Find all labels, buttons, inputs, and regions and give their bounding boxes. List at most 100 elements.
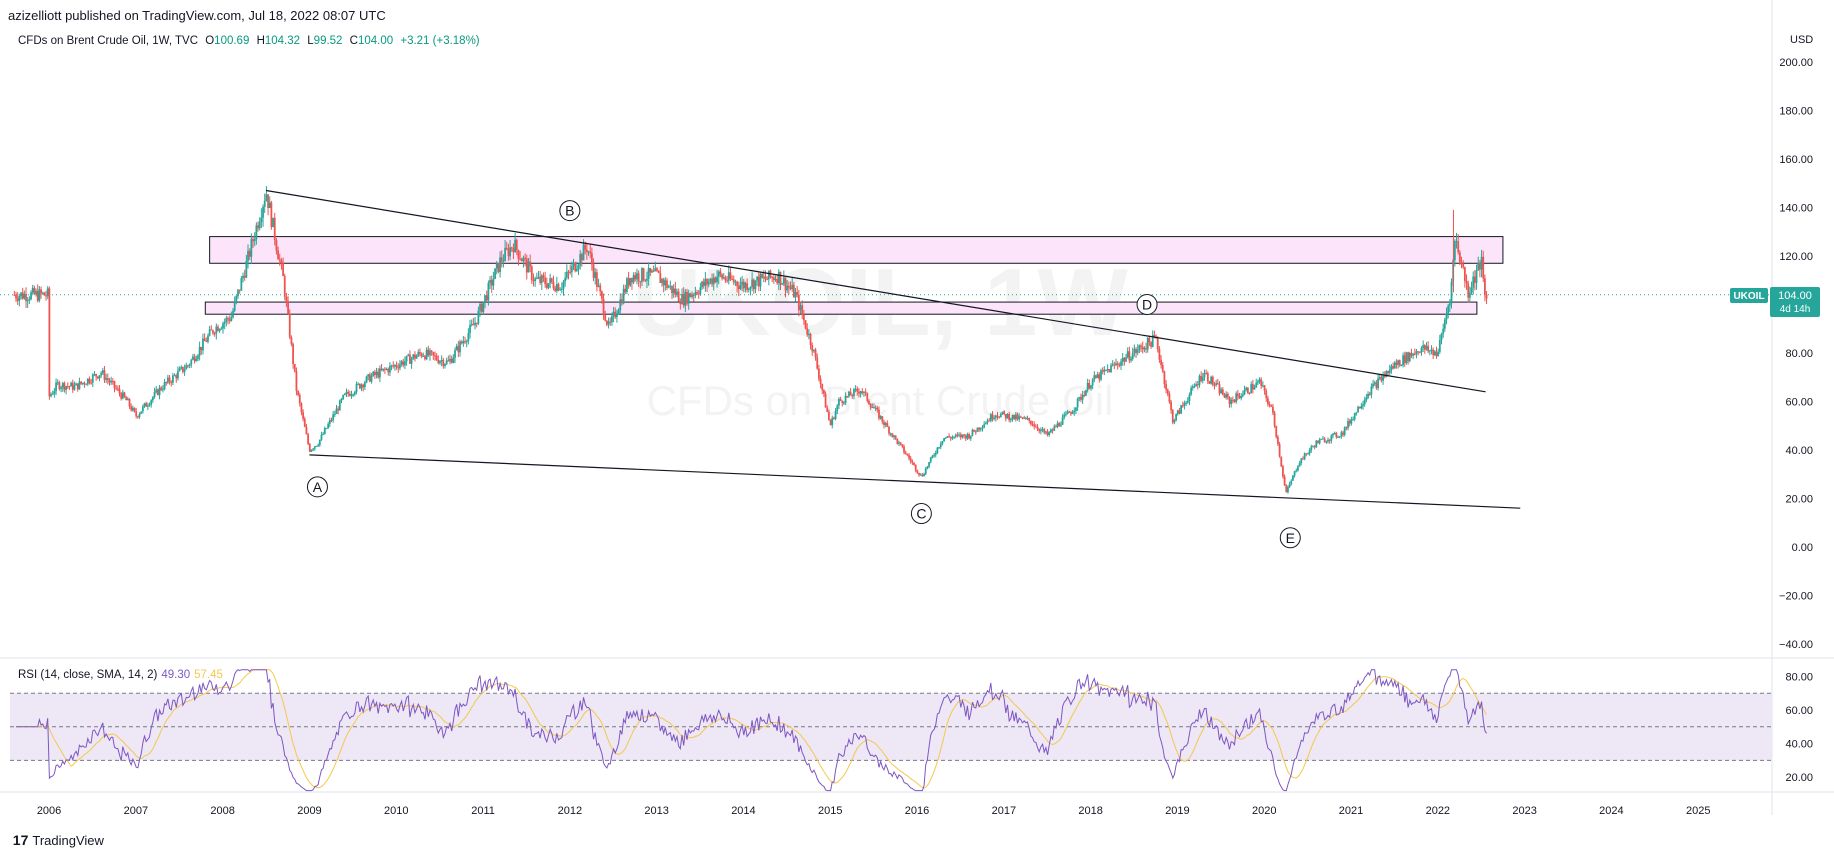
candle-body: [559, 289, 562, 291]
candle-body: [1023, 417, 1026, 419]
time-axis[interactable]: 2006 2007 2008 2009 2010 2011 2012 2013 2014 2015…: [37, 805, 1711, 817]
candle-body: [612, 311, 615, 316]
candle-body: [684, 291, 687, 306]
candle-body: [278, 259, 281, 261]
candle-body: [574, 262, 577, 271]
candle-body: [1297, 466, 1299, 471]
candle-body: [372, 371, 375, 376]
candle-body: [1408, 353, 1411, 362]
candle-body: [195, 358, 198, 362]
candle-body: [969, 435, 972, 439]
price-tag: UKOIL 104.00 4d 14h: [1730, 287, 1820, 317]
candle-body: [275, 240, 278, 251]
candle-body: [1303, 453, 1306, 460]
candle-body: [1024, 417, 1027, 419]
candle-body: [260, 217, 263, 223]
time-tick-label: 2019: [1165, 805, 1189, 817]
candle-body: [318, 439, 321, 446]
candle-body: [80, 381, 83, 384]
price-axis[interactable]: 200.00180.00160.00140.00120.00100.0080.0…: [1779, 57, 1813, 651]
candle-body: [1403, 355, 1406, 364]
upper-trendline: [265, 189, 1486, 393]
candle-body: [389, 365, 391, 373]
candle-body: [607, 321, 610, 325]
candle-body: [891, 433, 894, 438]
candle-body: [51, 393, 54, 395]
candle-body: [337, 408, 340, 411]
candle-body: [494, 268, 496, 279]
candle-body: [1365, 397, 1368, 400]
symbol-legend[interactable]: CFDs on Brent Crude Oil, 1W, TVC O100.69…: [18, 35, 480, 47]
wave-label-a: A: [306, 476, 328, 498]
candle-body: [592, 264, 595, 278]
candle-body: [966, 434, 969, 439]
wave-text: D: [1142, 297, 1152, 313]
candle-body: [924, 468, 927, 475]
candle-body: [946, 436, 949, 438]
candle-body: [507, 248, 510, 257]
footer-brand[interactable]: 17 TradingView: [10, 832, 104, 848]
candle-body: [455, 346, 458, 351]
candle-body: [732, 279, 735, 283]
candle-body: [1006, 414, 1009, 419]
candle-body: [1210, 376, 1213, 384]
candle-body: [1413, 353, 1416, 355]
candle-body: [1256, 381, 1259, 383]
candle-body: [1440, 333, 1443, 341]
candle-body: [1380, 377, 1383, 381]
candle-body: [547, 283, 550, 288]
candle-body: [988, 420, 991, 422]
candle-body: [896, 438, 899, 444]
candle-body: [1201, 377, 1204, 381]
candle-body: [265, 194, 268, 201]
candle-body: [1230, 399, 1233, 405]
candle-body: [686, 291, 688, 304]
price-tick-label: −40.00: [1779, 639, 1813, 651]
candle-body: [794, 291, 797, 298]
candle-body: [422, 356, 425, 358]
candle-body: [916, 470, 919, 473]
candle-body: [1018, 416, 1021, 420]
candle-body: [1208, 381, 1211, 384]
candle-body: [1378, 377, 1381, 379]
wave-label-b: B: [559, 200, 581, 222]
candle-body: [1145, 348, 1147, 350]
candle-body: [136, 416, 139, 418]
candle-body: [245, 260, 248, 278]
candle-body: [1457, 241, 1460, 253]
candle-body: [816, 357, 819, 369]
price-tick-label: 20.00: [1785, 494, 1813, 506]
price-tick-label: 40.00: [1785, 445, 1813, 457]
candle-body: [1407, 352, 1410, 362]
candle-body: [752, 279, 755, 290]
candle-body: [631, 277, 633, 283]
candle-body: [998, 416, 1001, 418]
candle-body: [901, 444, 904, 447]
candle-body: [1315, 440, 1318, 448]
wave-text: A: [313, 479, 323, 495]
candle-body: [173, 375, 176, 377]
candle-body: [973, 429, 976, 432]
candle-body: [1295, 470, 1298, 472]
wave-label-d: D: [1136, 294, 1158, 315]
candle-body: [540, 275, 543, 283]
candle-body: [197, 355, 199, 359]
candle-body: [123, 392, 126, 398]
candle-body: [1325, 441, 1328, 443]
candle-body: [415, 355, 418, 359]
rsi-legend[interactable]: RSI (14, close, SMA, 14, 2) 49.30 57.45: [18, 669, 223, 681]
candle-body: [706, 279, 708, 285]
candle-body: [632, 275, 635, 283]
candle-body: [1428, 350, 1431, 352]
candle-body: [33, 287, 36, 295]
candle-body: [121, 392, 124, 399]
candle-body: [881, 416, 884, 422]
candle-body: [1348, 420, 1351, 424]
time-tick-label: 2018: [1078, 805, 1102, 817]
candle-body: [828, 412, 830, 420]
candle-body: [724, 277, 727, 281]
candle-body: [976, 427, 979, 432]
candle-body: [1278, 444, 1281, 457]
candle-body: [694, 291, 697, 296]
